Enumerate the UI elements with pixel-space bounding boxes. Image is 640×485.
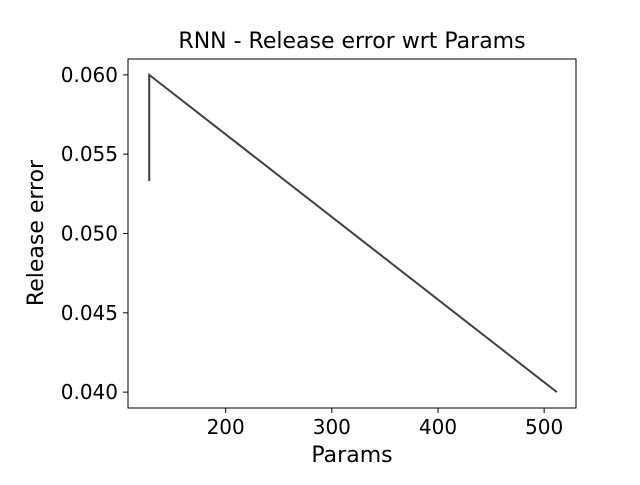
y-tick-label: 0.040 <box>61 380 118 404</box>
x-tick-label: 300 <box>313 415 351 439</box>
x-axis: 200 300 400 500 <box>207 408 563 439</box>
y-tick-label: 0.055 <box>61 142 118 166</box>
y-tick-label: 0.045 <box>61 301 118 325</box>
series-line-0 <box>148 72 558 393</box>
x-tick-label: 400 <box>419 415 457 439</box>
x-tick-label: 500 <box>525 415 563 439</box>
x-tick-label: 200 <box>207 415 245 439</box>
y-axis: 0.040 0.045 0.050 0.055 0.060 <box>61 63 128 404</box>
y-tick-label: 0.060 <box>61 63 118 87</box>
y-tick-label: 0.050 <box>61 222 118 246</box>
y-axis-label: Release error <box>24 159 49 306</box>
x-axis-label: Params <box>311 443 392 468</box>
plot-area <box>127 58 577 409</box>
chart-title: RNN - Release error wrt Params <box>178 29 525 54</box>
